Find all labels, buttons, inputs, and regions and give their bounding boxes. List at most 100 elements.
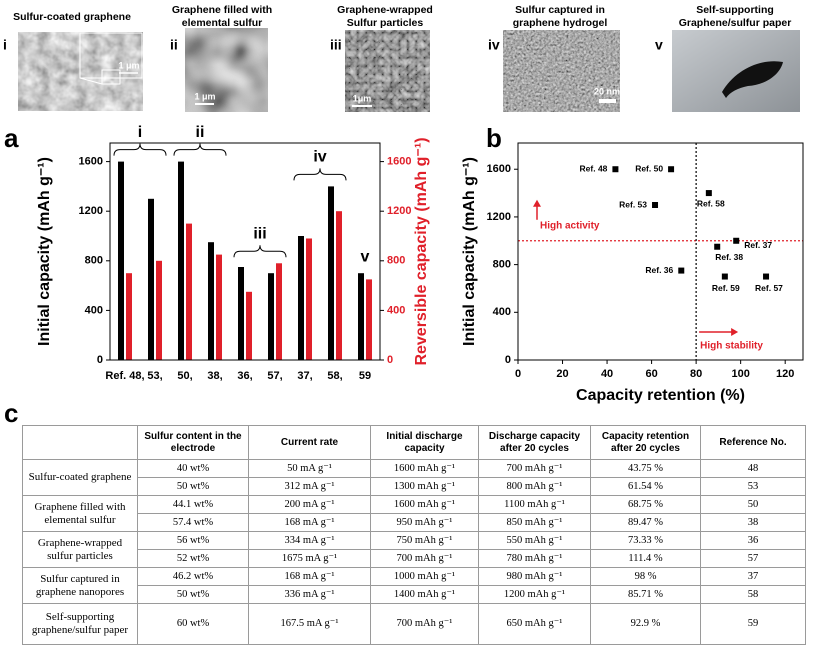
bar	[126, 273, 132, 360]
table-cell: 48	[700, 459, 806, 478]
panel-caption: Graphene filled with	[172, 4, 272, 16]
y-tick-label: 0	[505, 354, 511, 366]
table-cell: 61.54 %	[590, 477, 701, 496]
group-label: i	[138, 124, 142, 141]
table-cell: 111.4 %	[590, 549, 701, 568]
panel-caption: Sulfur captured in	[515, 4, 605, 16]
point-label: Ref. 59	[712, 283, 740, 293]
y-tick-label: 1600	[487, 163, 511, 175]
reference-label: High activity	[540, 220, 600, 231]
table-cell: 53	[700, 477, 806, 496]
x-tick-label: 57,	[267, 370, 282, 382]
table-cell: 780 mAh g⁻¹	[478, 549, 591, 568]
panel-caption: Self-supporting	[696, 4, 774, 16]
x-tick-label: 38,	[207, 370, 222, 382]
table-cell: 167.5 mA g⁻¹	[248, 603, 371, 645]
point	[721, 273, 728, 280]
x-tick-label: 37,	[297, 370, 312, 382]
panel-caption: Graphene/sulfur paper	[679, 17, 792, 29]
panel-label: b	[486, 123, 502, 153]
bar	[268, 273, 274, 360]
table-cell: 59	[700, 603, 806, 645]
table-cell: 312 mA g⁻¹	[248, 477, 371, 496]
x-tick-label: 36,	[237, 370, 252, 382]
panel-numeral: iii	[330, 37, 342, 53]
panel-caption: graphene hydrogel	[513, 17, 608, 29]
point-label: Ref. 48	[580, 163, 608, 173]
table-cell: 1600 mAh g⁻¹	[370, 495, 479, 514]
inset-frame	[79, 32, 143, 79]
y-tick-label: 0	[97, 354, 103, 366]
brace	[233, 245, 287, 258]
table-cell: 700 mAh g⁻¹	[370, 603, 479, 645]
arrow-head	[731, 328, 739, 336]
panel-caption: Graphene-wrapped	[337, 4, 433, 16]
point	[678, 267, 685, 274]
y2-tick-label: 800	[387, 255, 405, 267]
y-tick-label: 400	[85, 304, 103, 316]
table-cell: 200 mA g⁻¹	[248, 495, 371, 514]
panel-numeral: ii	[170, 37, 178, 53]
table-cell: 168 mA g⁻¹	[248, 513, 371, 532]
table-cell: 73.33 %	[590, 531, 701, 550]
x-tick-label: 20	[556, 368, 568, 380]
y-axis-label: Initial capacity (mAh g⁻¹)	[461, 157, 478, 346]
header-cell: Initial discharge capacity	[370, 425, 479, 460]
table-cell: 650 mAh g⁻¹	[478, 603, 591, 645]
x-tick-label: 53,	[147, 370, 162, 382]
table-cell: 40 wt%	[137, 459, 249, 478]
y-tick-label: 1600	[79, 156, 103, 168]
table-row: 52 wt% 1675 mA g⁻¹ 700 mAh g⁻¹ 780 mAh g⁻¹ 1…	[23, 549, 806, 568]
table-cell: 168 mA g⁻¹	[248, 567, 371, 586]
x-tick-label: 80	[690, 368, 702, 380]
table-row: 57.4 wt% 168 mA g⁻¹ 950 mAh g⁻¹ 850 mAh g⁻¹…	[23, 513, 806, 532]
panel-caption: Sulfur-coated graphene	[13, 11, 131, 23]
header-cell: Current rate	[248, 425, 371, 460]
bar	[276, 263, 282, 360]
table-cell: 38	[700, 513, 806, 532]
table-cell: 1100 mAh g⁻¹	[478, 495, 591, 514]
x-tick-label: 100	[731, 368, 749, 380]
bar	[186, 223, 192, 360]
table-cell: 85.71 %	[590, 585, 701, 604]
x-tick-label: 59	[359, 370, 371, 382]
x-axis-label: Capacity retention (%)	[576, 387, 745, 404]
x-tick-label: 120	[776, 368, 794, 380]
group-label: iv	[313, 149, 326, 166]
y2-tick-label: 1200	[387, 205, 411, 217]
table-cell: 1675 mA g⁻¹	[248, 549, 371, 568]
plot-frame	[109, 142, 381, 361]
group-label: Graphene filled with elemental sulfur	[22, 495, 138, 532]
x-tick-label: Ref. 48,	[105, 370, 144, 382]
panel-label: c	[4, 398, 19, 428]
table-cell: 36	[700, 531, 806, 550]
bar	[118, 161, 124, 360]
point-label: Ref. 50	[635, 163, 663, 173]
sem-image	[345, 30, 430, 112]
figure: i Sulfur-coated graphene 1 μm ii Graphene fi…	[3, 4, 804, 404]
bar	[306, 238, 312, 360]
table-cell: 57	[700, 549, 806, 568]
bar	[216, 254, 222, 360]
plot-frame	[517, 142, 804, 361]
photo	[672, 30, 800, 112]
group-label: iii	[253, 225, 266, 242]
table-cell: 98 %	[590, 567, 701, 586]
table-cell: 1000 mAh g⁻¹	[370, 567, 479, 586]
bar	[358, 273, 364, 360]
table-cell: 950 mAh g⁻¹	[370, 513, 479, 532]
panel-numeral: i	[3, 37, 7, 53]
brace	[173, 143, 227, 156]
table-cell: 57.4 wt%	[137, 513, 249, 532]
point-label: Ref. 58	[697, 198, 725, 208]
paper-sample	[722, 61, 783, 98]
y2-tick-label: 1600	[387, 156, 411, 168]
table-cell: 37	[700, 567, 806, 586]
point-label: Ref. 57	[755, 283, 783, 293]
y-tick-label: 1200	[79, 205, 103, 217]
table-cell: 50 mA g⁻¹	[248, 459, 371, 478]
table-cell: 68.75 %	[590, 495, 701, 514]
group-label: Sulfur captured in graphene nanopores	[22, 567, 138, 604]
table-row: 50 wt% 312 mA g⁻¹ 1300 mAh g⁻¹ 800 mAh g⁻¹ 6…	[23, 477, 806, 496]
